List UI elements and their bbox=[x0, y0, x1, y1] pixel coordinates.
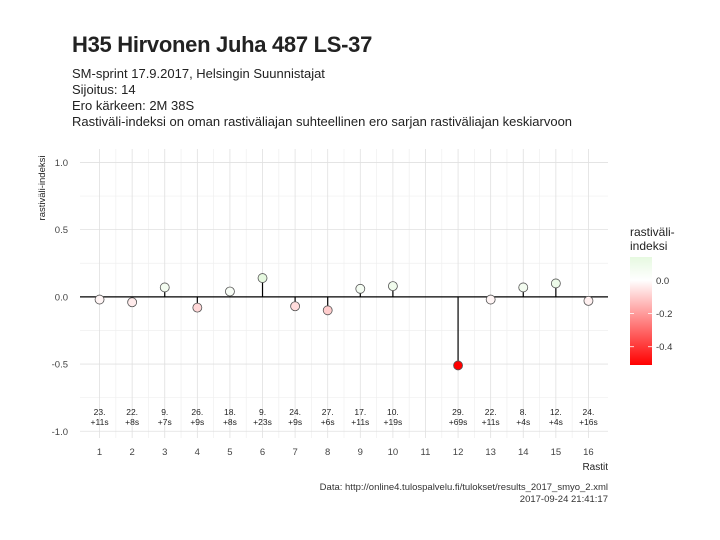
split-diff-label: +11s bbox=[351, 417, 369, 427]
legend-colorbar bbox=[630, 257, 652, 365]
x-tick-label: 3 bbox=[162, 447, 167, 458]
legend-tick-label: 0.0 bbox=[656, 276, 669, 287]
split-diff-label: +8s bbox=[125, 417, 139, 427]
data-point bbox=[518, 282, 529, 293]
data-points bbox=[94, 273, 594, 371]
legend-title-line2: indeksi bbox=[630, 239, 667, 253]
split-rank-label: 17. bbox=[354, 407, 366, 417]
data-point bbox=[225, 286, 235, 297]
y-tick-label: -0.5 bbox=[52, 360, 68, 371]
data-point bbox=[453, 360, 463, 371]
split-rank-label: 9. bbox=[259, 407, 266, 417]
split-rank-label: 22. bbox=[485, 407, 497, 417]
split-diff-label: +6s bbox=[321, 417, 335, 427]
y-axis: 1.0 0.5 0.0 -0.5 -1.0 bbox=[52, 158, 68, 438]
split-rank-label: 18. bbox=[224, 407, 236, 417]
data-point bbox=[550, 278, 561, 289]
split-rank-label: 8. bbox=[520, 407, 527, 417]
split-rank-label: 29. bbox=[452, 407, 464, 417]
split-rank-label: 22. bbox=[126, 407, 138, 417]
data-point bbox=[94, 294, 105, 305]
data-point bbox=[583, 295, 594, 306]
subtitle-event: SM-sprint 17.9.2017, Helsingin Suunnista… bbox=[72, 66, 325, 81]
x-tick-label: 9 bbox=[358, 447, 363, 458]
subtitle-description: Rastiväli-indeksi on oman rastiväliajan … bbox=[72, 114, 573, 129]
legend-title-line1: rastiväli- bbox=[630, 225, 675, 239]
x-tick-label: 13 bbox=[485, 447, 496, 458]
split-diff-label: +9s bbox=[288, 417, 302, 427]
subtitle-placing: Sijoitus: 14 bbox=[72, 82, 136, 97]
split-rank-label: 27. bbox=[322, 407, 334, 417]
split-diff-label: +7s bbox=[158, 417, 172, 427]
data-point bbox=[387, 281, 398, 292]
split-diff-label: +16s bbox=[579, 417, 598, 427]
split-diff-label: +11s bbox=[482, 417, 500, 427]
x-tick-label: 16 bbox=[583, 447, 594, 458]
split-diff-label: +23s bbox=[253, 417, 272, 427]
data-point bbox=[159, 282, 170, 293]
split-diff-label: +9s bbox=[190, 417, 204, 427]
data-point bbox=[257, 273, 268, 283]
y-tick-label: -1.0 bbox=[52, 427, 68, 438]
split-rank-label: 23. bbox=[94, 407, 106, 417]
x-tick-label: 7 bbox=[292, 447, 297, 458]
grid bbox=[80, 149, 608, 438]
split-diff-label: +8s bbox=[223, 417, 237, 427]
split-rank-label: 24. bbox=[289, 407, 301, 417]
data-point bbox=[192, 302, 203, 313]
split-labels: 23.+11s22.+8s9.+7s26.+9s18.+8s9.+23s24.+… bbox=[91, 407, 598, 427]
legend-tick-label: -0.2 bbox=[656, 309, 672, 320]
x-tick-label: 4 bbox=[195, 447, 200, 458]
split-diff-label: +69s bbox=[449, 417, 468, 427]
x-tick-label: 6 bbox=[260, 447, 265, 458]
data-point bbox=[485, 294, 496, 305]
x-axis-title: Rastit bbox=[582, 462, 608, 473]
split-rank-label: 26. bbox=[191, 407, 203, 417]
x-tick-label: 15 bbox=[551, 447, 562, 458]
split-rank-label: 24. bbox=[583, 407, 595, 417]
data-source: Data: http://online4.tulospalvelu.fi/tul… bbox=[319, 482, 608, 493]
split-rank-label: 9. bbox=[161, 407, 168, 417]
x-tick-label: 8 bbox=[325, 447, 330, 458]
data-point bbox=[322, 305, 333, 316]
split-diff-label: +19s bbox=[384, 417, 403, 427]
x-tick-label: 2 bbox=[129, 447, 134, 458]
y-tick-label: 0.5 bbox=[55, 225, 68, 236]
split-diff-label: +4s bbox=[516, 417, 530, 427]
data-point bbox=[355, 283, 366, 294]
color-legend: rastiväli- indeksi 0.0 -0.2 -0.4 bbox=[630, 225, 675, 365]
y-tick-label: 1.0 bbox=[55, 158, 68, 169]
x-tick-label: 1 bbox=[97, 447, 102, 458]
x-tick-label: 12 bbox=[453, 447, 464, 458]
x-tick-label: 5 bbox=[227, 447, 232, 458]
data-point bbox=[290, 301, 301, 312]
subtitle-gap-to-leader: Ero kärkeen: 2M 38S bbox=[72, 98, 195, 113]
x-tick-label: 11 bbox=[421, 447, 431, 458]
split-rank-label: 12. bbox=[550, 407, 562, 417]
page-title: H35 Hirvonen Juha 487 LS-37 bbox=[72, 32, 373, 57]
timestamp: 2017-09-24 21:41:17 bbox=[519, 494, 608, 505]
x-axis: 1 2 3 4 5 6 7 8 9 10 11 12 13 14 15 16 bbox=[97, 447, 594, 458]
legend-tick-label: -0.4 bbox=[656, 342, 672, 353]
split-rank-label: 10. bbox=[387, 407, 399, 417]
split-diff-label: +11s bbox=[91, 417, 109, 427]
split-diff-label: +4s bbox=[549, 417, 563, 427]
x-tick-label: 10 bbox=[388, 447, 399, 458]
y-axis-title: rastiväli-indeksi bbox=[37, 156, 48, 221]
x-tick-label: 14 bbox=[518, 447, 529, 458]
y-tick-label: 0.0 bbox=[55, 292, 68, 303]
data-point bbox=[127, 297, 138, 308]
